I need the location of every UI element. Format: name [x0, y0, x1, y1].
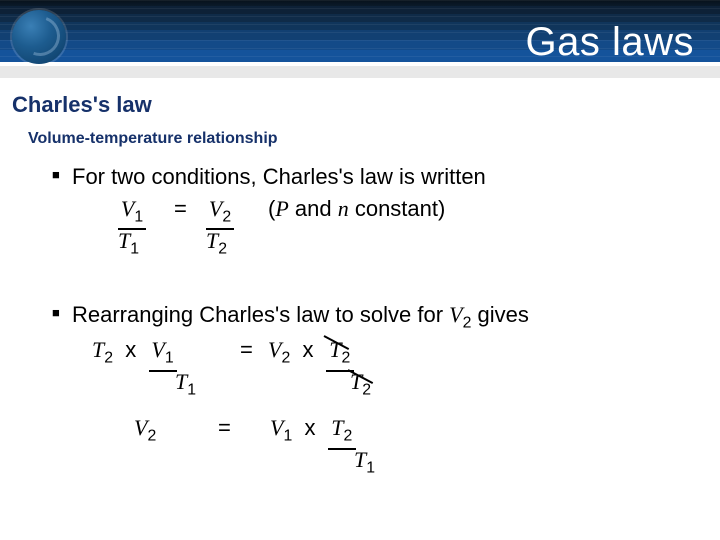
eq3-r1-sub: 1 — [283, 428, 292, 445]
eq2-op: = — [240, 335, 253, 365]
bullet-2-text-pre: Rearranging Charles's law to solve for — [72, 302, 449, 327]
eq1-lhs-num: V — [121, 196, 134, 221]
eq1-note-mid: and — [289, 196, 338, 221]
bullet-2: Rearranging Charles's law to solve for V… — [72, 300, 672, 484]
eq2-den-r: T — [350, 369, 362, 394]
content-area: For two conditions, Charles's law is wri… — [72, 162, 672, 519]
eq1-op: = — [174, 194, 187, 224]
eq2-c: V — [268, 337, 281, 362]
eq1-lhs-den-sub: 1 — [130, 240, 139, 257]
eq1-lhs-den: T — [118, 228, 130, 253]
equation-1: V1 = V2 (P and n constant) T1 T2 — [72, 194, 672, 264]
eq3-den: T — [354, 447, 366, 472]
eq1-lhs-num-sub: 1 — [134, 208, 143, 225]
eq3-x: x — [305, 415, 316, 440]
eq2-a: T — [92, 337, 104, 362]
section-title: Charles's law — [12, 92, 152, 118]
eq2-den-l: T — [175, 369, 187, 394]
eq1-note-p: P — [275, 196, 288, 221]
eq2-b-sub: 1 — [165, 350, 174, 367]
logo-circle — [12, 10, 66, 64]
eq1-note-n: n — [338, 196, 349, 221]
eq2-c-sub: 2 — [281, 350, 290, 367]
bullet-2-var: V — [449, 302, 462, 327]
eq2-d: T — [329, 337, 341, 362]
equation-3: V2 = V1 x T2 T1 — [72, 413, 672, 483]
eq3-lhs-sub: 2 — [147, 428, 156, 445]
eq3-lhs: V — [134, 415, 147, 440]
eq3-r2-sub: 2 — [343, 428, 352, 445]
eq1-rhs-den: T — [206, 228, 218, 253]
eq1-rhs-num-sub: 2 — [222, 208, 231, 225]
page-title: Gas laws — [526, 20, 695, 65]
eq2-x1: x — [125, 337, 136, 362]
eq3-r2: T — [331, 415, 343, 440]
eq2-b: V — [151, 337, 164, 362]
logo-swirl-icon — [13, 10, 66, 63]
bullet-1: For two conditions, Charles's law is wri… — [72, 162, 672, 264]
eq3-den-sub: 1 — [366, 460, 375, 477]
eq2-den-r-sub: 2 — [362, 382, 371, 399]
bullet-1-text: For two conditions, Charles's law is wri… — [72, 164, 486, 189]
eq3-r1: V — [270, 415, 283, 440]
eq3-op: = — [218, 413, 231, 443]
eq1-note-post: constant) — [349, 196, 446, 221]
equation-2: T2 x V1 = V2 x T2 T1 T2 — [72, 335, 672, 405]
eq2-den-l-sub: 1 — [187, 382, 196, 399]
eq1-rhs-den-sub: 2 — [218, 240, 227, 257]
bullet-2-text-post: gives — [471, 302, 528, 327]
eq2-d-sub: 2 — [341, 350, 350, 367]
eq1-rhs-num: V — [209, 196, 222, 221]
eq2-x2: x — [303, 337, 314, 362]
header-band: Gas laws — [0, 0, 720, 78]
eq2-a-sub: 2 — [104, 350, 113, 367]
subsection-title: Volume-temperature relationship — [28, 130, 278, 148]
